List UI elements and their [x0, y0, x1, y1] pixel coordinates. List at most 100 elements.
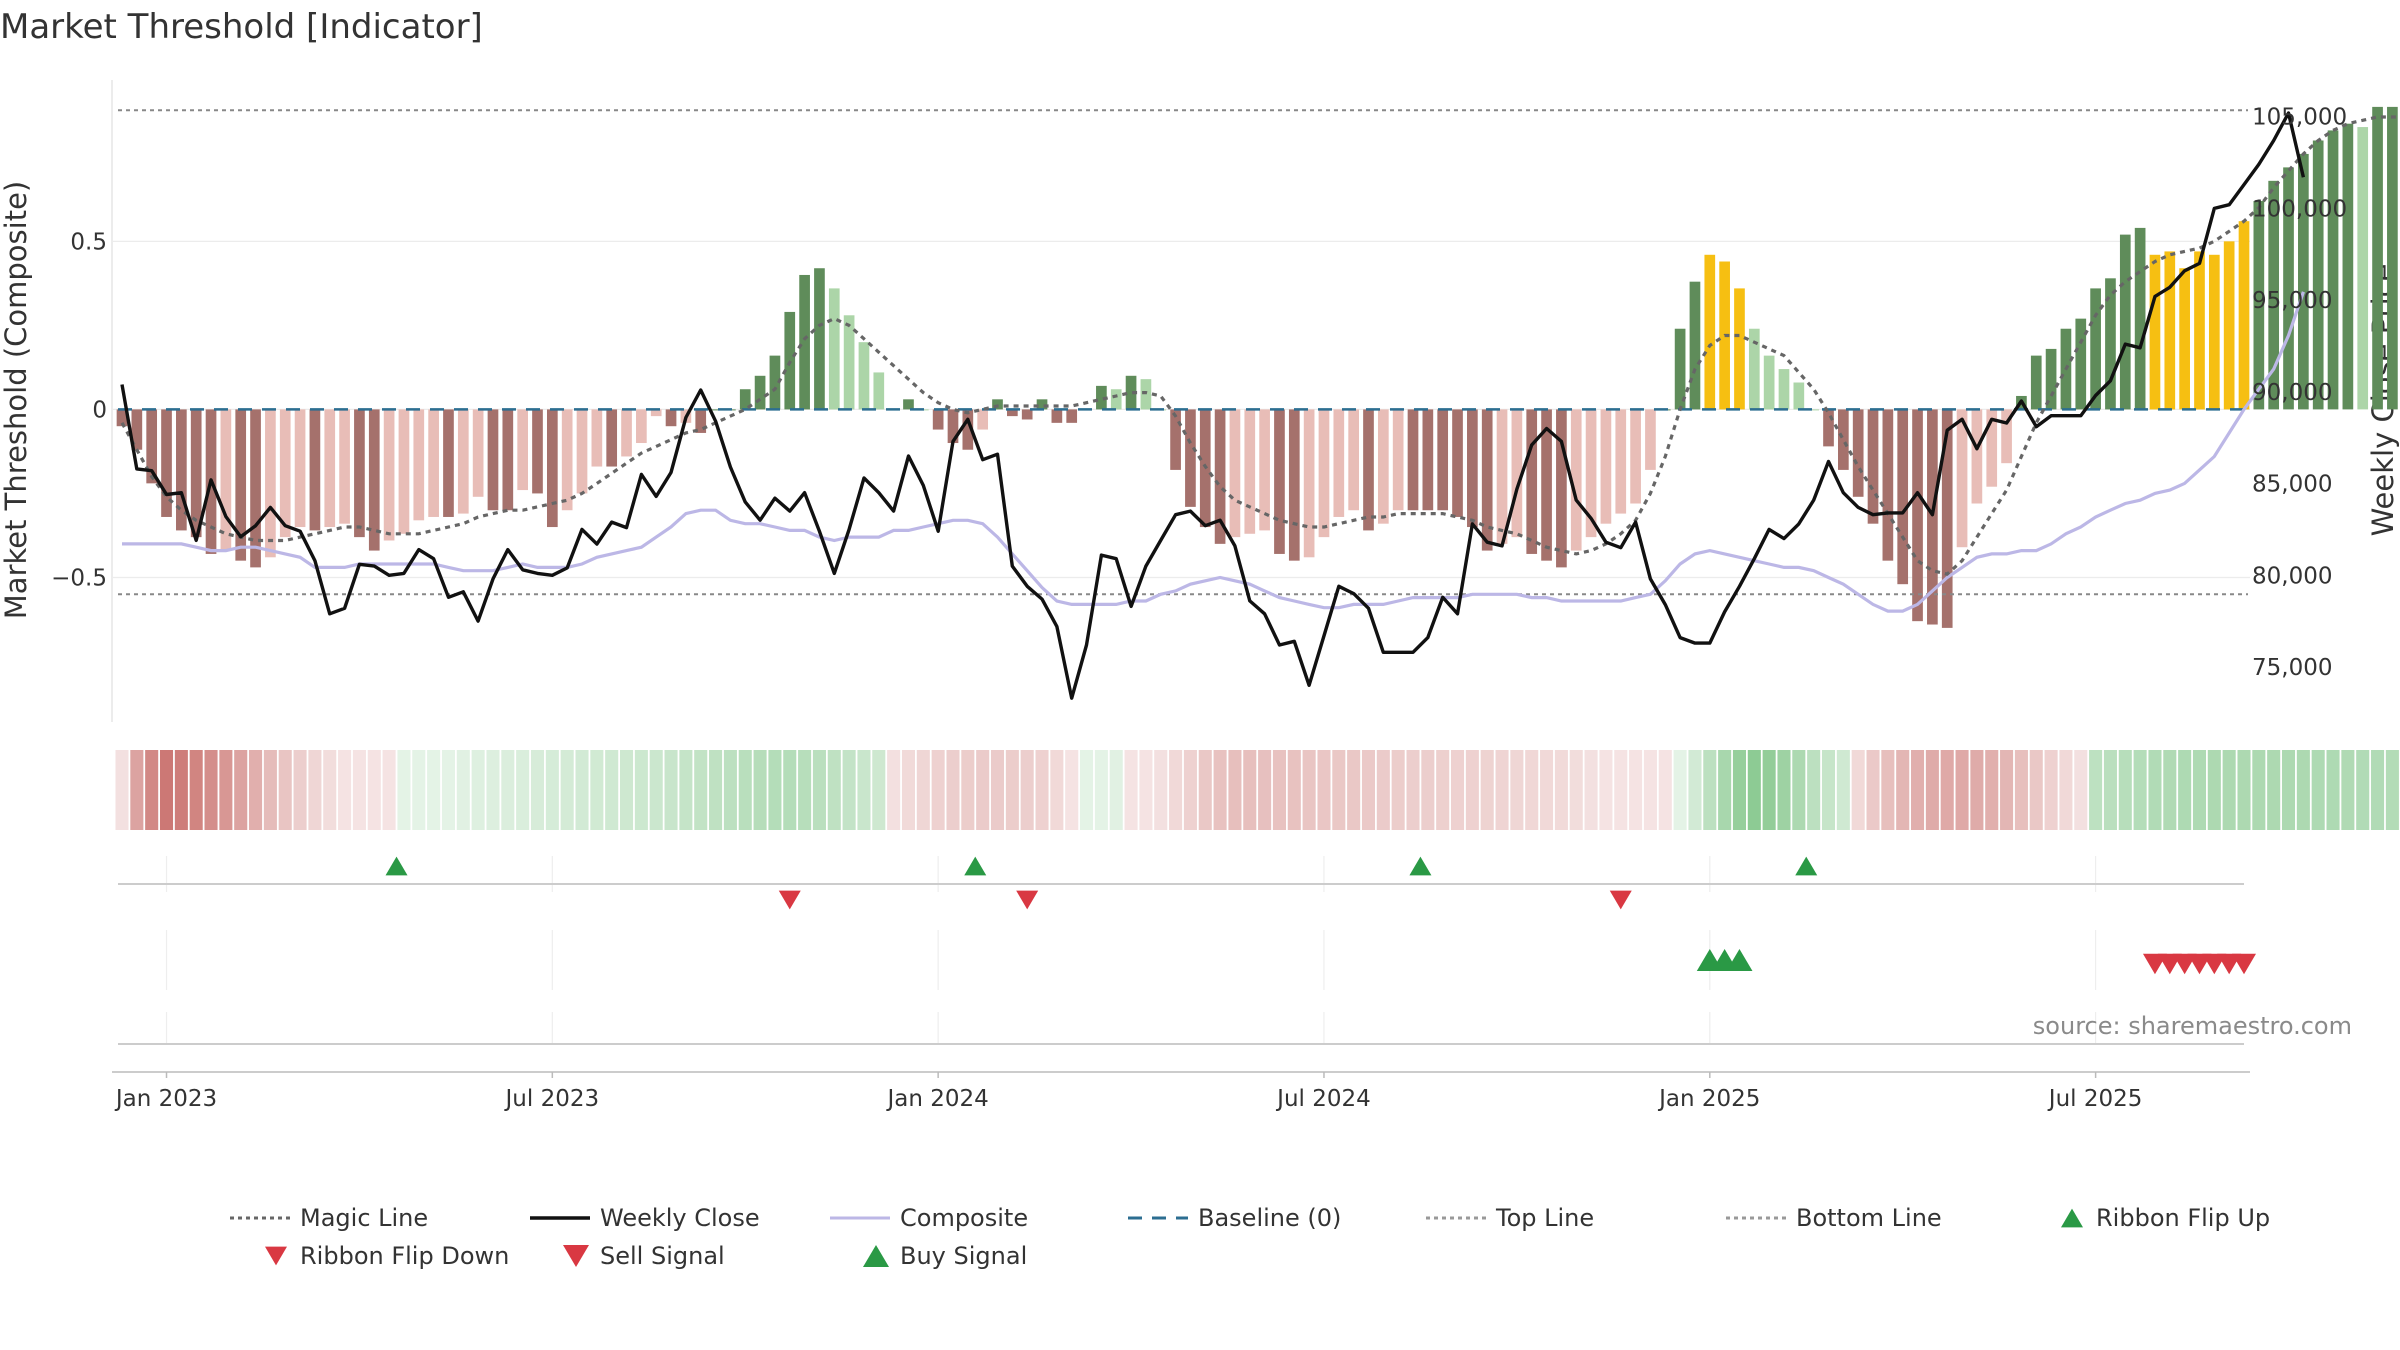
legend-item: Sell Signal — [563, 1242, 725, 1270]
histogram-bar — [2208, 254, 2220, 410]
histogram-bar — [2387, 106, 2398, 410]
ribbon-segment — [1970, 750, 1984, 830]
x-tick-label: Jan 2023 — [114, 1086, 217, 1112]
legend-item: Buy Signal — [863, 1242, 1027, 1270]
ribbon-segment — [1747, 750, 1761, 830]
y2-tick-label: 90,000 — [2252, 380, 2332, 406]
histogram-bar — [591, 409, 603, 467]
chart-title: Market Threshold [Indicator] — [0, 7, 483, 47]
histogram-bar — [2342, 123, 2354, 410]
histogram-bar — [1526, 409, 1538, 554]
ribbon-segment — [145, 750, 159, 830]
ribbon-segment — [2029, 750, 2043, 830]
ribbon-segment — [812, 750, 826, 830]
histogram-bar — [161, 409, 172, 517]
histogram-bar — [428, 409, 439, 517]
histogram-bar — [1912, 409, 1923, 622]
histogram-bar — [1734, 288, 1745, 410]
histogram-bar — [2283, 167, 2294, 410]
legend-label: Magic Line — [300, 1204, 428, 1232]
ribbon-segment — [456, 750, 470, 830]
legend-item: Bottom Line — [1726, 1204, 1942, 1232]
ribbon-segment — [1525, 750, 1539, 830]
histogram-bar — [131, 409, 143, 450]
ribbon-segment — [620, 750, 634, 830]
ribbon-flip-up-marker — [964, 856, 987, 876]
histogram-bar — [457, 409, 469, 514]
histogram-bar — [1066, 409, 1078, 423]
histogram-bar — [932, 409, 944, 430]
histogram-bar — [2312, 140, 2324, 410]
histogram-bar — [176, 409, 187, 531]
ribbon-segment — [1198, 750, 1212, 830]
histogram-bar — [710, 409, 721, 411]
histogram-bar — [279, 409, 291, 538]
ribbon-segment — [2059, 750, 2073, 830]
legend-item: Composite — [830, 1204, 1028, 1232]
legend-item: Top Line — [1426, 1204, 1594, 1232]
histogram-bar — [2298, 153, 2309, 410]
histogram-bar — [1823, 409, 1834, 447]
ribbon-segment — [679, 750, 693, 830]
histogram-bar — [443, 409, 454, 517]
ribbon-segment — [1302, 750, 1316, 830]
ribbon-segment — [1569, 750, 1583, 830]
legend-swatch — [265, 1246, 287, 1266]
histogram-bar — [2149, 254, 2161, 410]
histogram-bar — [383, 409, 395, 541]
ribbon-segment — [130, 750, 144, 830]
histogram-bar — [2001, 409, 2012, 464]
histogram-bar — [739, 389, 751, 410]
histogram-bar — [413, 409, 425, 521]
x-tick-label: Jul 2023 — [504, 1086, 600, 1112]
ribbon-segment — [649, 750, 663, 830]
histogram-bar — [472, 409, 484, 497]
histogram-bar — [2194, 251, 2205, 410]
histogram-bar — [1170, 409, 1181, 470]
histogram-bar — [1467, 409, 1478, 528]
ribbon-segment — [471, 750, 485, 830]
ribbon-flip-up-marker — [1409, 856, 1432, 876]
histogram-bar — [354, 409, 365, 538]
histogram-bar — [1214, 409, 1226, 544]
ribbon-segment — [1317, 750, 1331, 830]
histogram-bar — [1407, 409, 1419, 511]
ribbon-segment — [2385, 750, 2399, 830]
histogram-bar — [1630, 409, 1641, 504]
ribbon-segment — [1614, 750, 1628, 830]
histogram-bar — [2268, 180, 2280, 410]
histogram-bar — [339, 409, 350, 524]
ribbon-segment — [1080, 750, 1094, 830]
ribbon-segment — [827, 750, 841, 830]
ribbon-segment — [1272, 750, 1286, 830]
histogram-bar — [1051, 409, 1063, 423]
histogram-bar — [1437, 409, 1449, 511]
ribbon-segment — [723, 750, 737, 830]
ribbon-segment — [1421, 750, 1435, 830]
ribbon-flip-down-marker — [778, 890, 801, 910]
magic-line — [120, 115, 2400, 576]
ribbon-segment — [1124, 750, 1138, 830]
legend-label: Top Line — [1495, 1204, 1594, 1232]
ribbon-segment — [159, 750, 174, 830]
ribbon-segment — [798, 750, 812, 830]
ribbon-segment — [2326, 750, 2340, 830]
ribbon-segment — [2148, 750, 2162, 830]
y2-tick-label: 100,000 — [2252, 196, 2347, 222]
legend-item: Magic Line — [230, 1204, 428, 1232]
ribbon-segment — [1985, 750, 1999, 830]
legend-label: Ribbon Flip Down — [300, 1242, 509, 1270]
histogram-bar — [1333, 409, 1345, 517]
ribbon-segment — [1465, 750, 1479, 830]
ribbon-segment — [664, 750, 678, 830]
legend-item: Ribbon Flip Down — [265, 1242, 509, 1270]
histogram-bar — [220, 409, 232, 551]
histogram-bar — [1110, 389, 1122, 410]
histogram-bar — [1882, 409, 1894, 561]
trend-ribbon — [115, 750, 2399, 830]
histogram-bar — [1956, 409, 1968, 548]
ribbon-segment — [1332, 750, 1346, 830]
legend-item: Weekly Close — [530, 1204, 760, 1232]
histogram-bar — [1778, 369, 1790, 410]
ribbon-segment — [2103, 750, 2117, 830]
